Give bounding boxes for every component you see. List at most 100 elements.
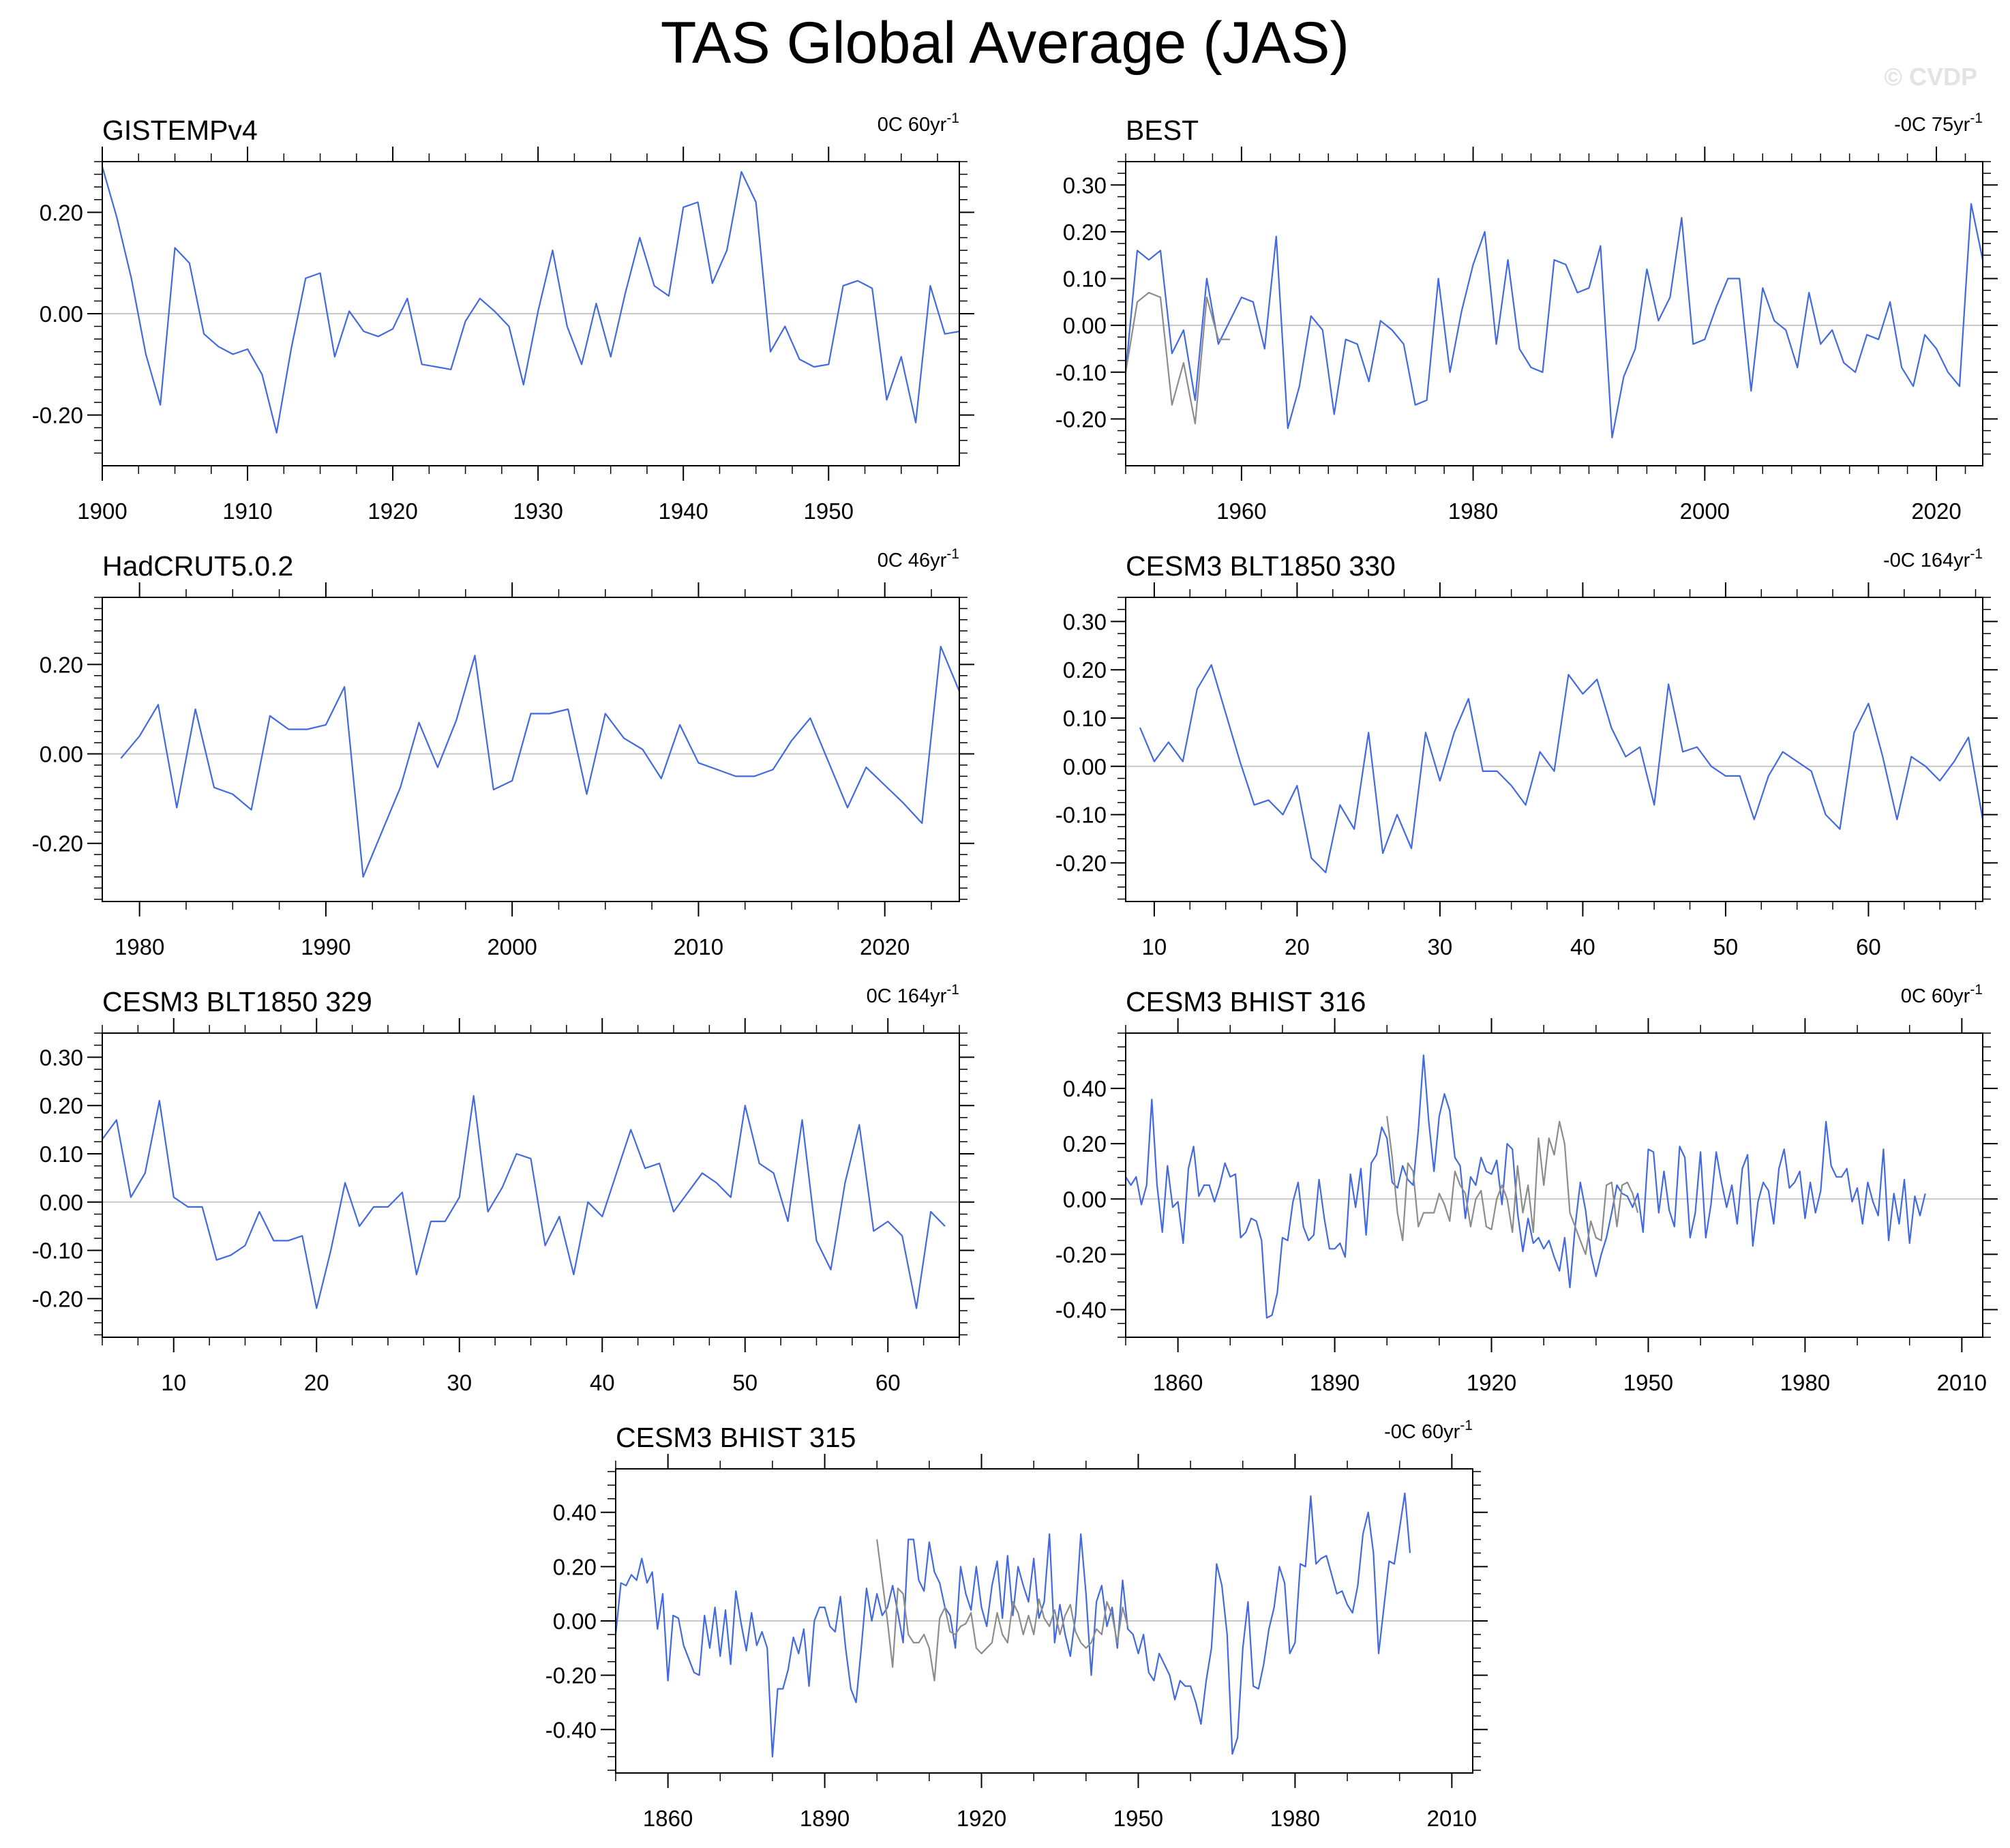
y-tick-label: 0.20 [1063,657,1107,683]
overlay-series-line [876,1539,1129,1682]
x-tick-label: 1950 [1113,1806,1163,1831]
panel-title: HadCRUT5.0.2 [102,550,293,582]
x-tick-label: 10 [1142,934,1167,959]
watermark: © CVDP [1884,63,1977,91]
x-tick-label: 2000 [487,934,537,959]
x-tick-label: 1890 [1310,1370,1360,1395]
trend-exponent: -1 [1970,982,1983,998]
y-tick-label: -0.40 [545,1717,597,1742]
trend-text: 0C 164yr [867,985,947,1007]
y-tick-label: 0.10 [40,1142,83,1167]
series-line [1139,664,1984,874]
plot-frame [1125,161,1983,466]
x-tick-label: 2010 [1427,1806,1477,1831]
x-tick-label: 1980 [1270,1806,1320,1831]
trend-label: -0C 75yr-1 [1894,110,1983,136]
y-tick-label: 0.20 [40,652,83,677]
x-tick-label: 10 [161,1370,186,1395]
panel-2: BEST -0C 75yr-1 1960 1980 2000 2020 -0.20 -0.10… [1055,110,1998,524]
trend-label: 0C 46yr-1 [877,546,959,571]
x-tick-label: 1960 [1216,498,1266,524]
y-tick-label: 0.40 [553,1500,597,1525]
x-tick-label: 60 [1856,934,1881,959]
y-tick-label: 0.00 [553,1609,597,1634]
trend-exponent: -1 [1970,546,1983,562]
trend-text: -0C 164yr [1883,550,1970,571]
x-tick-label: 20 [304,1370,329,1395]
y-tick-label: 0.10 [1063,267,1107,292]
panel-title: CESM3 BHIST 315 [616,1422,856,1453]
y-tick-label: 0.00 [1063,1187,1107,1212]
x-tick-label: 50 [732,1370,758,1395]
y-tick-label: -0.20 [1055,406,1107,432]
y-tick-label: 0.20 [40,1093,83,1118]
trend-text: 0C 60yr [877,114,947,136]
y-tick-label: -0.40 [1055,1297,1107,1322]
y-tick-label: 0.30 [1063,173,1107,198]
y-tick-label: 0.20 [1063,220,1107,245]
x-tick-label: 50 [1713,934,1739,959]
x-tick-label: 1900 [77,498,127,524]
x-tick-label: 1980 [115,934,164,959]
plot-frame [615,1468,1473,1774]
plot-frame [1125,597,1983,902]
trend-text: -0C 75yr [1894,114,1970,136]
series-line [1124,203,1984,438]
x-tick-label: 2010 [1937,1370,1987,1395]
trend-label: 0C 164yr-1 [867,982,959,1007]
trend-text: 0C 46yr [877,550,947,571]
y-tick-label: -0.10 [1055,360,1107,385]
x-tick-label: 1940 [658,498,708,524]
x-tick-label: 30 [1428,934,1453,959]
plot-frame [1125,1032,1983,1338]
y-tick-label: -0.10 [32,1238,83,1264]
x-tick-label: 30 [447,1370,472,1395]
trend-label: 0C 60yr-1 [1901,982,1983,1007]
y-tick-label: 0.00 [40,301,83,327]
y-tick-label: 0.10 [1063,706,1107,731]
x-tick-label: 1980 [1780,1370,1830,1395]
trend-exponent: -1 [946,110,959,126]
series-line [1125,1054,1926,1319]
trend-exponent: -1 [1970,110,1983,126]
overlay-series-line [1386,1116,1639,1255]
panel-7: CESM3 BHIST 315 -0C 60yr-1 1860 1890 1920 195… [545,1418,1488,1831]
trend-exponent: -1 [1460,1418,1473,1433]
y-tick-label: 0.20 [1063,1131,1107,1157]
y-tick-label: 0.20 [553,1554,597,1579]
y-tick-label: 0.00 [40,742,83,767]
x-tick-label: 1920 [368,498,417,524]
x-tick-label: 40 [1570,934,1595,959]
panel-title: CESM3 BHIST 316 [1126,986,1366,1017]
plot-frame [102,161,960,466]
series-line [102,1094,946,1309]
x-tick-label: 2020 [1911,498,1961,524]
trend-text: -0C 60yr [1384,1421,1460,1443]
x-tick-label: 20 [1285,934,1310,959]
panel-4: CESM3 BLT1850 330 -0C 164yr-1 10 20 30 40 50 60… [1055,546,1998,959]
trend-exponent: -1 [946,546,959,562]
trend-label: -0C 164yr-1 [1883,546,1983,571]
panel-title: CESM3 BLT1850 329 [102,986,372,1017]
trend-label: -0C 60yr-1 [1384,1418,1473,1443]
x-tick-label: 40 [590,1370,615,1395]
x-tick-label: 1920 [957,1806,1006,1831]
y-tick-label: -0.20 [1055,850,1107,876]
x-tick-label: 1860 [1153,1370,1203,1395]
overlay-series-line [1124,292,1230,425]
x-tick-label: 1860 [643,1806,693,1831]
x-tick-label: 1890 [800,1806,850,1831]
x-tick-label: 1950 [1623,1370,1673,1395]
y-tick-label: 0.40 [1063,1076,1107,1101]
y-tick-label: 0.00 [1063,754,1107,779]
y-tick-label: -0.20 [32,1286,83,1311]
x-tick-label: 2020 [860,934,910,959]
panel-3: HadCRUT5.0.2 0C 46yr-1 1980 1990 2000 2010 202… [32,546,974,959]
y-tick-label: -0.20 [1055,1242,1107,1267]
plot-frame [102,1032,960,1338]
y-tick-label: 0.00 [40,1190,83,1215]
y-tick-label: 0.20 [40,200,83,225]
page-title: TAS Global Average (JAS) [660,10,1350,76]
panel-title: CESM3 BLT1850 330 [1126,550,1396,582]
